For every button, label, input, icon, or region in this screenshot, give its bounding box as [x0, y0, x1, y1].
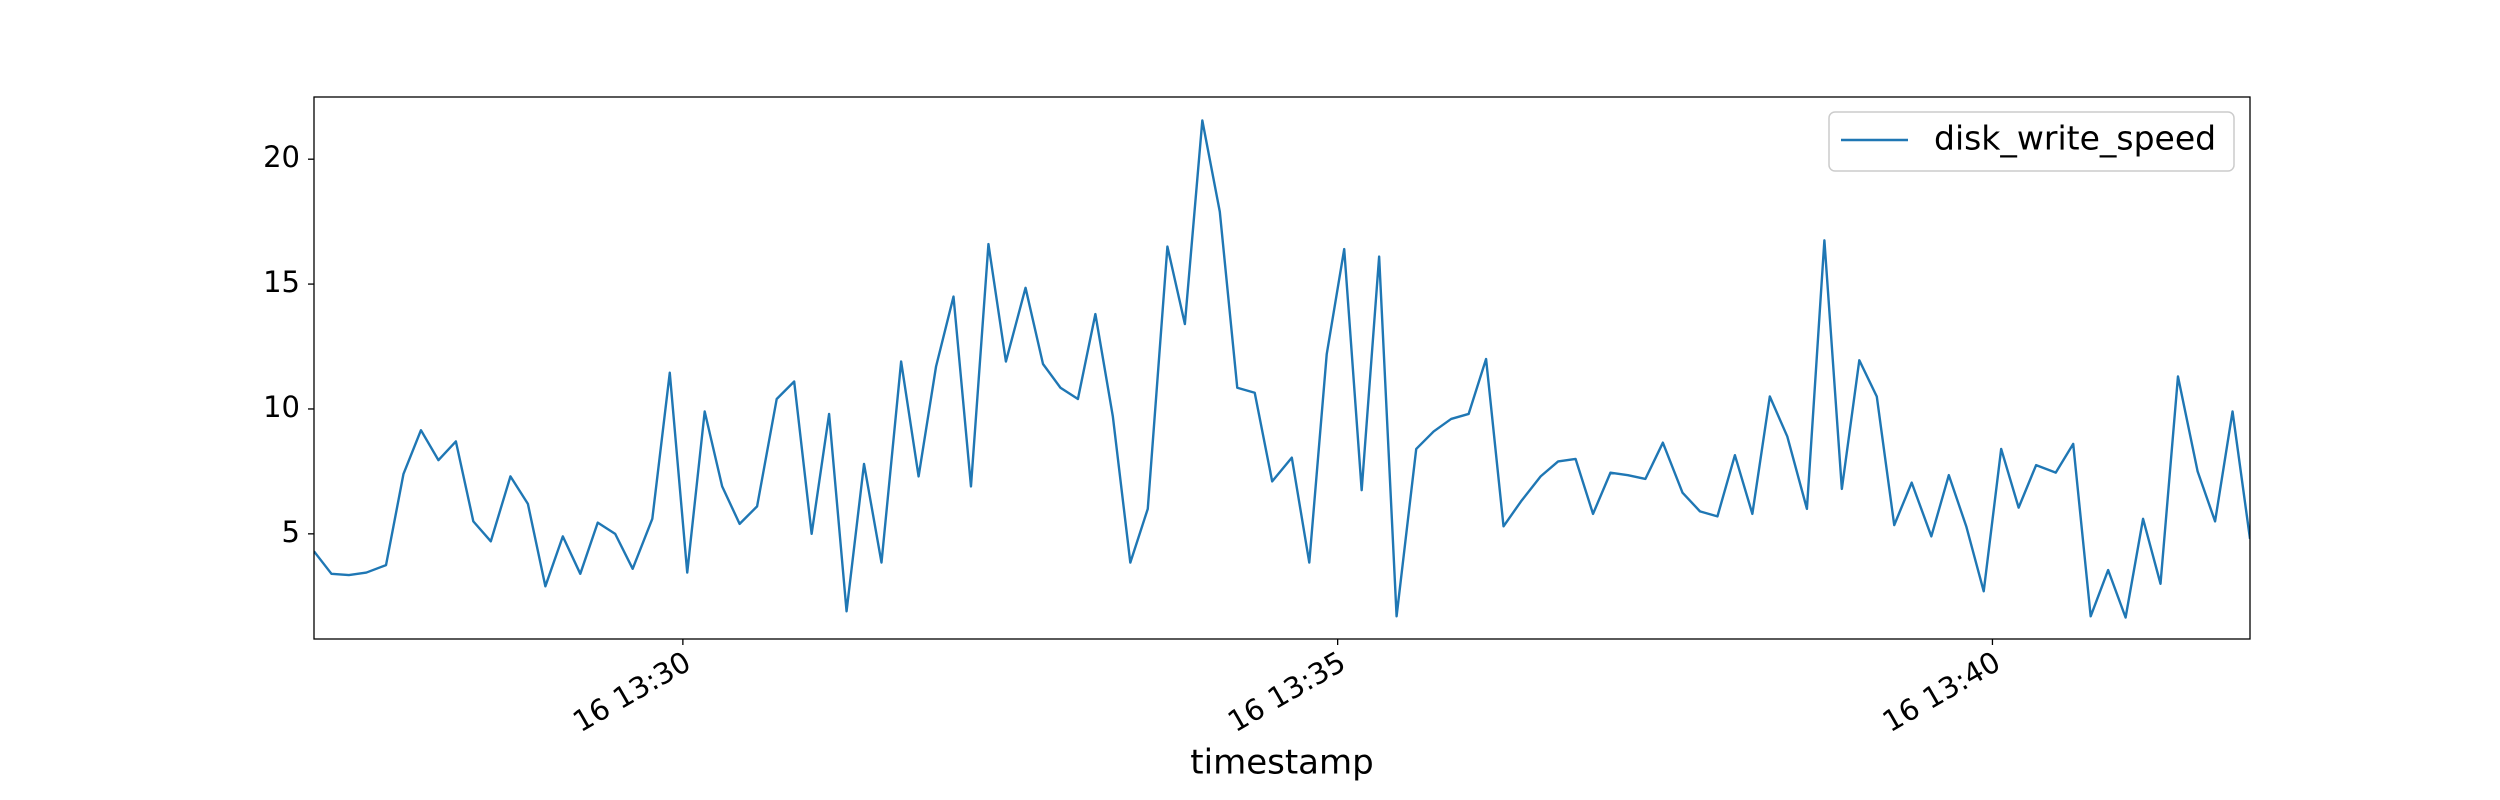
- x-tick-label: 16 13:35: [1222, 645, 1351, 739]
- legend-label: disk_write_speed: [1934, 119, 2216, 158]
- x-axis-label: timestamp: [1190, 743, 1373, 783]
- y-tick-label: 10: [263, 390, 300, 424]
- y-tick-label: 5: [282, 515, 300, 549]
- plot-area: [314, 119, 2250, 619]
- axes-frame: [313, 96, 2251, 640]
- y-tick-label: 15: [263, 265, 300, 299]
- y-tick-label: 20: [263, 140, 300, 174]
- x-tick-label: 16 13:40: [1877, 645, 2006, 739]
- legend-box: [1828, 111, 2235, 172]
- x-tick-label: 16 13:30: [567, 645, 696, 739]
- data-line: [314, 119, 2250, 619]
